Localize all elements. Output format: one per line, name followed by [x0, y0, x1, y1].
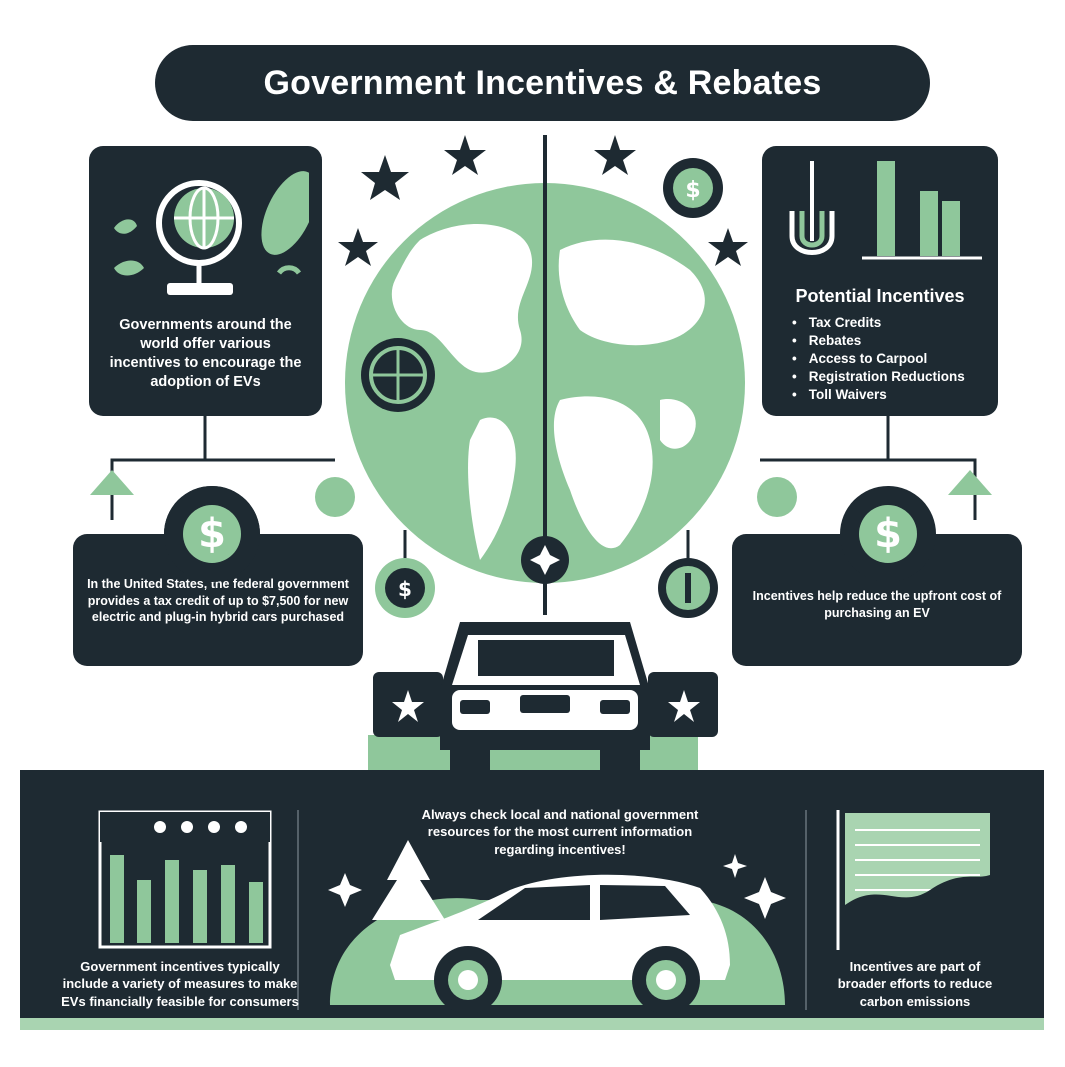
world-globe-icon [345, 135, 745, 615]
globe-icon [114, 171, 309, 295]
bottom-left-text: Government incentives typically include … [61, 959, 299, 1009]
svg-text:$: $ [398, 577, 412, 601]
svg-text:$: $ [685, 178, 700, 203]
car-side-icon [390, 874, 730, 1014]
dollar-badge-right: $ [840, 486, 936, 582]
bottom-right-text: Incentives are part of broader efforts t… [837, 959, 993, 1009]
tree-icon [372, 840, 445, 920]
dollar-icon: $ [859, 505, 917, 563]
bar-chart-icon [789, 161, 982, 260]
potential-incentives-heading: Potential Incentives [795, 286, 965, 306]
panel-us-tax-credit: In the United States, the federal govern… [73, 534, 363, 666]
panel-global-text: Governments around the world offer vario… [109, 317, 302, 391]
panel-global-incentives: Governments around the world offer vario… [89, 146, 322, 416]
incentive-item: Toll Waivers [792, 386, 965, 404]
car-front-icon [440, 622, 650, 785]
page-title-bar: Government Incentives & Rebates [155, 45, 930, 121]
bottom-illustrations [98, 810, 990, 1014]
incentive-item: Tax Credits [792, 314, 965, 332]
page-title: Government Incentives & Rebates [263, 63, 822, 102]
potential-incentives-list: Tax Credits Rebates Access to Carpool Re… [792, 314, 965, 404]
incentive-item: Access to Carpool [792, 350, 965, 368]
incentive-item: Registration Reductions [792, 368, 965, 386]
incentive-item: Rebates [792, 332, 965, 350]
star-icons [338, 135, 748, 266]
us-tax-credit-text: In the United States, the federal govern… [87, 577, 349, 624]
panel-potential-incentives: Potential Incentives Tax Credits Rebates… [762, 146, 998, 416]
bottom-stripe [20, 1018, 1044, 1030]
bottom-center-text: Always check local and national governme… [421, 807, 699, 857]
upfront-cost-text: Incentives help reduce the upfront cost … [752, 589, 1002, 620]
